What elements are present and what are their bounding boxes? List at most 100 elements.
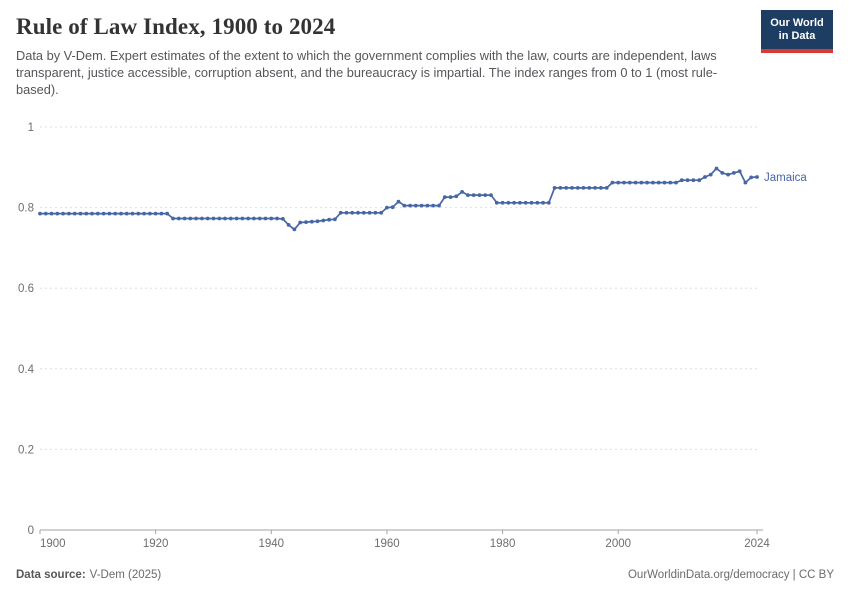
- data-point-dot[interactable]: [396, 199, 401, 204]
- data-point-dot[interactable]: [471, 193, 476, 198]
- data-point-dot[interactable]: [477, 193, 482, 198]
- data-point-dot[interactable]: [101, 211, 106, 216]
- data-point-dot[interactable]: [703, 175, 707, 179]
- data-point-dot[interactable]: [581, 186, 586, 190]
- data-point-dot[interactable]: [564, 186, 569, 190]
- data-point-dot[interactable]: [385, 205, 389, 210]
- data-point-dot[interactable]: [679, 178, 684, 183]
- data-point-dot[interactable]: [159, 211, 164, 216]
- data-point-dot[interactable]: [460, 190, 464, 194]
- data-point-dot[interactable]: [379, 210, 384, 215]
- data-point-dot[interactable]: [413, 203, 418, 208]
- data-point-dot[interactable]: [38, 211, 42, 216]
- data-point-dot[interactable]: [639, 180, 644, 185]
- data-point-dot[interactable]: [43, 211, 48, 216]
- data-point-dot[interactable]: [668, 180, 673, 185]
- data-point-dot[interactable]: [575, 186, 580, 190]
- data-point-dot[interactable]: [645, 180, 649, 185]
- data-point-dot[interactable]: [593, 186, 597, 190]
- chart-plot-area[interactable]: [40, 115, 757, 530]
- data-point-dot[interactable]: [708, 172, 713, 177]
- data-point-dot[interactable]: [315, 219, 320, 224]
- data-point-dot[interactable]: [257, 216, 262, 221]
- data-point-dot[interactable]: [55, 211, 60, 216]
- data-point-dot[interactable]: [136, 211, 141, 216]
- data-point-dot[interactable]: [309, 219, 314, 224]
- data-point-dot[interactable]: [685, 178, 690, 183]
- data-point-dot[interactable]: [153, 211, 158, 216]
- data-point-dot[interactable]: [217, 216, 222, 221]
- data-point-dot[interactable]: [633, 180, 638, 185]
- data-point-dot[interactable]: [604, 186, 609, 190]
- data-point-dot[interactable]: [333, 217, 337, 222]
- data-point-dot[interactable]: [506, 200, 511, 205]
- data-point-dot[interactable]: [755, 175, 759, 179]
- data-point-dot[interactable]: [570, 186, 574, 190]
- data-point-dot[interactable]: [113, 211, 118, 216]
- data-point-dot[interactable]: [541, 200, 545, 205]
- data-point-dot[interactable]: [500, 200, 505, 205]
- data-point-dot[interactable]: [148, 211, 152, 216]
- data-point-dot[interactable]: [205, 216, 210, 221]
- data-source-value[interactable]: V-Dem (2025): [89, 569, 162, 581]
- data-point-dot[interactable]: [726, 172, 730, 177]
- data-point-dot[interactable]: [281, 217, 285, 221]
- data-point-dot[interactable]: [494, 200, 499, 205]
- owid-logo[interactable]: Our World in Data: [761, 10, 833, 53]
- data-point-dot[interactable]: [535, 200, 540, 205]
- data-point-dot[interactable]: [350, 210, 355, 215]
- data-point-dot[interactable]: [142, 211, 147, 216]
- data-point-dot[interactable]: [275, 216, 279, 221]
- data-point-dot[interactable]: [552, 186, 557, 190]
- data-point-dot[interactable]: [171, 216, 175, 221]
- data-point-dot[interactable]: [697, 178, 702, 183]
- data-point-dot[interactable]: [107, 211, 112, 216]
- data-point-dot[interactable]: [95, 211, 100, 216]
- data-point-dot[interactable]: [599, 186, 603, 190]
- data-point-dot[interactable]: [431, 203, 436, 208]
- data-point-dot[interactable]: [49, 211, 54, 216]
- data-point-dot[interactable]: [448, 195, 453, 200]
- data-point-dot[interactable]: [558, 186, 563, 190]
- data-point-dot[interactable]: [252, 216, 256, 221]
- data-point-dot[interactable]: [228, 216, 233, 221]
- data-point-dot[interactable]: [587, 186, 592, 190]
- data-point-dot[interactable]: [61, 211, 65, 216]
- data-point-dot[interactable]: [72, 211, 77, 216]
- data-point-dot[interactable]: [732, 171, 736, 175]
- data-point-dot[interactable]: [165, 211, 170, 216]
- data-point-dot[interactable]: [691, 178, 696, 183]
- data-point-dot[interactable]: [263, 216, 268, 221]
- data-point-dot[interactable]: [442, 195, 447, 200]
- data-point-dot[interactable]: [223, 216, 227, 221]
- data-point-dot[interactable]: [344, 210, 349, 215]
- data-point-dot[interactable]: [512, 200, 516, 205]
- data-point-dot[interactable]: [211, 216, 216, 221]
- data-point-dot[interactable]: [176, 216, 181, 221]
- data-point-dot[interactable]: [454, 194, 459, 199]
- data-point-dot[interactable]: [327, 217, 331, 222]
- data-point-dot[interactable]: [130, 211, 135, 216]
- data-point-dot[interactable]: [749, 175, 754, 180]
- data-point-dot[interactable]: [437, 203, 441, 208]
- data-point-dot[interactable]: [402, 203, 407, 208]
- data-point-dot[interactable]: [338, 210, 343, 215]
- data-point-dot[interactable]: [269, 216, 274, 221]
- data-point-dot[interactable]: [720, 171, 725, 175]
- data-point-dot[interactable]: [610, 180, 615, 185]
- data-point-dot[interactable]: [674, 180, 678, 185]
- data-point-dot[interactable]: [390, 205, 395, 210]
- data-point-dot[interactable]: [627, 180, 632, 185]
- data-point-dot[interactable]: [240, 216, 245, 221]
- data-point-dot[interactable]: [483, 193, 488, 198]
- data-point-dot[interactable]: [119, 211, 123, 216]
- data-point-dot[interactable]: [466, 193, 470, 198]
- data-point-dot[interactable]: [523, 200, 528, 205]
- data-point-dot[interactable]: [367, 210, 372, 215]
- data-point-dot[interactable]: [408, 203, 412, 208]
- data-point-dot[interactable]: [234, 216, 239, 221]
- series-end-label[interactable]: Jamaica: [764, 172, 807, 184]
- data-point-dot[interactable]: [188, 216, 193, 221]
- data-point-dot[interactable]: [298, 220, 303, 225]
